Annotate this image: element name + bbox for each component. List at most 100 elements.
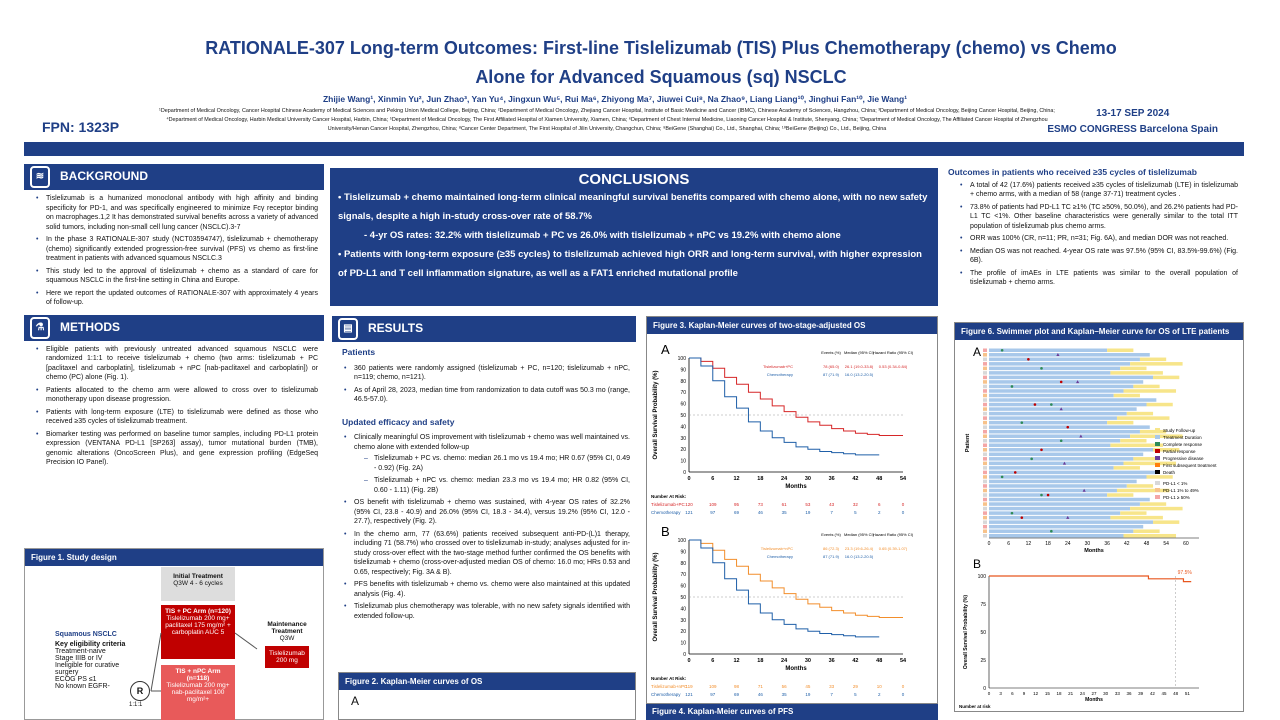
x-tick-label: 21 xyxy=(1068,691,1074,696)
response-marker xyxy=(1046,493,1050,497)
legend-label: Partial response xyxy=(1163,449,1196,454)
layers-icon: ≋ xyxy=(30,166,50,188)
figure6-box: Figure 6. Swimmer plot and Kaplan–Meier … xyxy=(954,322,1244,712)
legend-arm: Tislelizumab+PC xyxy=(763,364,793,369)
pdl1-marker xyxy=(983,420,987,425)
x-axis-label: Months xyxy=(1085,697,1103,703)
pdl1-marker xyxy=(983,375,987,380)
pdl1-marker xyxy=(983,448,987,452)
pdl1-marker xyxy=(983,443,987,448)
y-tick-label: 10 xyxy=(680,641,686,647)
treatment-bar xyxy=(989,520,1154,524)
panel-label: A xyxy=(661,342,670,357)
risk-value: 109 xyxy=(709,502,717,507)
conclusion-point-2: - 4-yr OS rates: 32.2% with tislelizumab… xyxy=(364,230,841,241)
table-cell: 86 (72.3) xyxy=(823,546,840,551)
y-tick-label: 75 xyxy=(980,602,986,608)
legend-label: Death xyxy=(1163,470,1176,475)
treatment-bar xyxy=(989,488,1117,493)
conference-date: 13-17 SEP 2024 xyxy=(1096,108,1170,119)
y-tick-label: 80 xyxy=(680,379,686,385)
risk-value: 46 xyxy=(758,510,764,515)
treatment-bar xyxy=(989,443,1111,448)
treatment-bar xyxy=(989,479,1137,484)
y-tick-label: 50 xyxy=(980,630,986,636)
followup-bar xyxy=(1123,461,1177,466)
response-marker xyxy=(1000,348,1004,352)
pdl1-marker xyxy=(983,398,987,402)
followup-bar xyxy=(1116,488,1170,493)
treatment-bar xyxy=(989,515,1111,520)
list-item: In the phase 3 RATIONALE-307 study (NCT0… xyxy=(36,235,318,264)
table-cell: 16.0 (13.2-20.5) xyxy=(845,554,874,559)
risk-value: 97 xyxy=(710,510,716,515)
arm1-survival-curve xyxy=(689,357,903,437)
x-tick-label: 0 xyxy=(687,658,690,664)
list-item: Tislelizumab + PC vs. chemo: median 26.1… xyxy=(364,454,630,473)
pd-marker xyxy=(1062,461,1067,465)
followup-bar xyxy=(1146,402,1173,407)
pdl1-marker xyxy=(983,493,987,497)
treatment-bar xyxy=(989,457,1134,461)
followup-bar xyxy=(1110,515,1163,520)
treatment-bar xyxy=(989,461,1124,466)
x-tick-label: 36 xyxy=(829,658,835,664)
figure1-study-design: Figure 1. Study design Squamous NSCLC Ke… xyxy=(24,548,324,720)
pdl1-marker xyxy=(983,515,987,520)
y-tick-label: 100 xyxy=(978,574,987,580)
followup-bar xyxy=(1120,511,1147,515)
pdl1-marker xyxy=(983,353,987,357)
followup-bar xyxy=(1146,475,1173,479)
pdl1-marker xyxy=(983,371,987,375)
legend-label: PD-L1 1% to 49% xyxy=(1163,488,1199,493)
list-item: 360 patients were randomly assigned (tis… xyxy=(344,364,630,383)
figure2-panel-label: A xyxy=(351,694,360,708)
list-item: 73.8% of patients had PD-L1 TC ≥1% (TC ≥… xyxy=(960,203,1238,232)
pd-marker xyxy=(1079,434,1083,438)
treatment-bar xyxy=(989,502,1140,506)
table-cell: 26.1 (19.0-33.8) xyxy=(845,364,874,369)
legend-arm: Chemotherapy xyxy=(767,554,793,559)
list-item: In the chemo arm, 77 (63.6%) patients re… xyxy=(344,530,630,578)
conclusions-heading: CONCLUSIONS xyxy=(578,171,690,188)
risk-value: 109 xyxy=(709,684,717,689)
panel-label: A xyxy=(973,345,981,359)
x-axis-label: Months xyxy=(1084,548,1104,554)
table-cell: 16.0 (13.2-20.5) xyxy=(845,372,874,377)
arm1-survival-curve xyxy=(689,539,903,619)
legend-label: Complete response xyxy=(1163,442,1203,447)
treatment-bar xyxy=(989,529,1134,533)
followup-bar xyxy=(1110,443,1163,448)
risk-value: 45 xyxy=(805,684,811,689)
followup-bar xyxy=(1113,393,1140,398)
figure1-heading: Figure 1. Study design xyxy=(25,549,323,566)
treatment-bar xyxy=(989,511,1121,515)
treatment-bar xyxy=(989,348,1108,353)
followup-bar xyxy=(1126,411,1154,416)
response-marker xyxy=(1050,529,1053,533)
response-marker xyxy=(1059,439,1063,443)
list-item: A total of 42 (17.6%) patients received … xyxy=(960,181,1238,200)
risk-value: 33 xyxy=(829,684,835,689)
followup-bar xyxy=(1133,457,1160,461)
criteria-item: No known EGFR- xyxy=(55,683,110,690)
x-tick-label: 6 xyxy=(711,476,714,482)
table-header: Median (95% CI) xyxy=(844,350,875,355)
at-risk-label: Number at risk xyxy=(959,704,991,708)
y-tick-label: 0 xyxy=(983,686,986,692)
conclusions-box: CONCLUSIONS • Tislelizumab + chemo maint… xyxy=(330,168,938,306)
response-marker xyxy=(1000,475,1004,479)
x-axis-label: Months xyxy=(785,484,807,490)
x-tick-label: 54 xyxy=(900,658,907,664)
table-header: Hazard Ratio (95% CI) xyxy=(873,350,914,355)
risk-value: 121 xyxy=(685,510,693,515)
arm2-survival-curve xyxy=(689,539,880,638)
treatment-bar xyxy=(989,524,1144,529)
legend-swatch xyxy=(1155,488,1160,492)
x-tick-label: 27 xyxy=(1091,691,1097,696)
pdl1-marker xyxy=(983,425,987,429)
figure3-box: Figure 3. Kaplan-Meier curves of two-sta… xyxy=(646,316,938,704)
lte-list: A total of 42 (17.6%) patients received … xyxy=(948,181,1244,295)
pdl1-marker xyxy=(983,502,987,506)
y-tick-label: 50 xyxy=(680,413,686,419)
